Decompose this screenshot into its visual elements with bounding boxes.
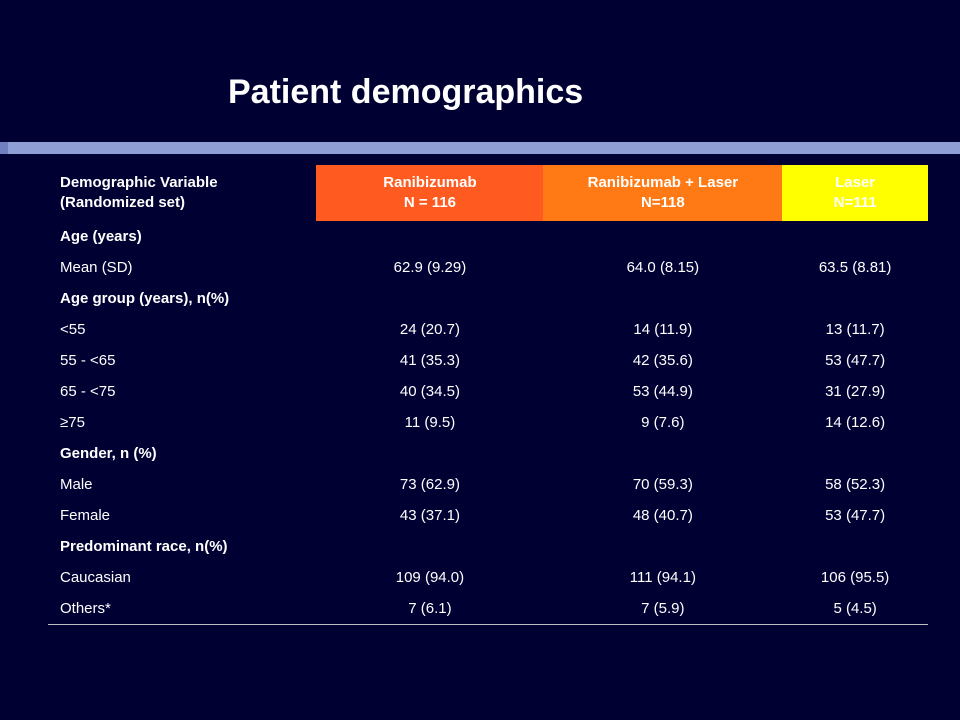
laser-value: 53 (47.7) bbox=[825, 507, 886, 524]
laser-value: 58 (52.3) bbox=[825, 476, 886, 493]
row-label: Female bbox=[60, 507, 111, 524]
table-row: Caucasian 109 (94.0) 111 (94.1) 106 (95.5) bbox=[48, 562, 928, 593]
table-section-row: Gender, n (%) bbox=[48, 438, 928, 469]
section-label: Predominant race, n(%) bbox=[60, 538, 228, 555]
section-label: Age group (years), n(%) bbox=[60, 290, 230, 307]
ranibizumab-value bbox=[316, 438, 543, 469]
table-row: 65 - <75 40 (34.5) 53 (44.9) 31 (27.9) bbox=[48, 376, 928, 407]
row-label: Others* bbox=[48, 593, 317, 625]
ranibizumab-laser-value: 48 (40.7) bbox=[632, 507, 693, 524]
ranibizumab-laser-value bbox=[543, 531, 782, 562]
table-row: 55 - <65 41 (35.3) 42 (35.6) 53 (47.7) bbox=[48, 345, 928, 376]
ranibizumab-value: 43 (37.1) bbox=[399, 507, 460, 524]
row-label: 65 - <75 bbox=[60, 383, 116, 400]
row-label: Mean (SD) bbox=[60, 259, 133, 276]
ranibizumab-value bbox=[316, 283, 543, 314]
laser-value: 106 (95.5) bbox=[820, 569, 890, 586]
ranibizumab-laser-value bbox=[543, 438, 782, 469]
ranibizumab-laser-value: 53 (44.9) bbox=[632, 383, 693, 400]
divider-notch bbox=[0, 142, 8, 154]
ranibizumab-value: 24 (20.7) bbox=[399, 321, 460, 338]
ranibizumab-value: 40 (34.5) bbox=[399, 383, 460, 400]
ranibizumab-value: 11 (9.5) bbox=[404, 414, 456, 431]
ranibizumab-laser-value bbox=[543, 283, 782, 314]
row-label: 55 - <65 bbox=[60, 352, 116, 369]
header-ranibizumab-laser: Ranibizumab + Laser N=118 bbox=[543, 165, 783, 221]
ranibizumab-laser-value: 42 (35.6) bbox=[632, 352, 693, 369]
section-label: Age (years) bbox=[60, 228, 142, 245]
row-label: Male bbox=[60, 476, 93, 493]
laser-value: 53 (47.7) bbox=[825, 352, 886, 369]
table-row: Female 43 (37.1) 48 (40.7) 53 (47.7) bbox=[48, 500, 928, 531]
ranibizumab-value: 41 (35.3) bbox=[399, 352, 460, 369]
table-section-row: Predominant race, n(%) bbox=[48, 531, 928, 562]
row-label: Caucasian bbox=[60, 569, 131, 586]
ranibizumab-laser-value: 14 (11.9) bbox=[633, 321, 693, 338]
laser-value: 14 (12.6) bbox=[825, 414, 886, 431]
table-row: <55 24 (20.7) 14 (11.9) 13 (11.7) bbox=[48, 314, 928, 345]
ranibizumab-value bbox=[316, 221, 543, 252]
table-row: ≥75 11 (9.5) 9 (7.6) 14 (12.6) bbox=[48, 407, 928, 438]
ranibizumab-value: 62.9 (9.29) bbox=[393, 259, 467, 276]
ranibizumab-laser-value: 7 (5.9) bbox=[543, 593, 783, 625]
table-row: Mean (SD) 62.9 (9.29) 64.0 (8.15) 63.5 (8.8… bbox=[48, 252, 928, 283]
table-section-row: Age group (years), n(%) bbox=[48, 283, 928, 314]
laser-value bbox=[782, 283, 928, 314]
ranibizumab-laser-value: 111 (94.1) bbox=[629, 569, 696, 586]
laser-value bbox=[782, 438, 928, 469]
laser-value: 5 (4.5) bbox=[782, 593, 928, 625]
row-label: ≥75 bbox=[60, 414, 85, 431]
laser-value bbox=[782, 531, 928, 562]
table-row: Male 73 (62.9) 70 (59.3) 58 (52.3) bbox=[48, 469, 928, 500]
ranibizumab-laser-value: 70 (59.3) bbox=[632, 476, 693, 493]
table-row: Others* 7 (6.1) 7 (5.9) 5 (4.5) bbox=[48, 593, 928, 625]
laser-value: 13 (11.7) bbox=[825, 321, 885, 338]
header-demographic-variable: Demographic Variable (Randomized set) bbox=[60, 174, 218, 211]
table-body: Age (years) Mean (SD) 62.9 (9.29) 64.0 (8.1… bbox=[48, 221, 928, 625]
ranibizumab-laser-value: 64.0 (8.15) bbox=[626, 259, 700, 276]
header-laser: Laser N=111 bbox=[782, 165, 928, 221]
header-ranibizumab: Ranibizumab N = 116 bbox=[316, 165, 544, 221]
table-section-row: Age (years) bbox=[48, 221, 928, 252]
laser-value: 63.5 (8.81) bbox=[818, 259, 892, 276]
laser-value: 31 (27.9) bbox=[825, 383, 886, 400]
section-label: Gender, n (%) bbox=[60, 445, 157, 462]
ranibizumab-laser-value: 9 (7.6) bbox=[641, 414, 685, 431]
table-header-row: Demographic Variable (Randomized set) Ra… bbox=[48, 165, 928, 221]
page-title: Patient demographics bbox=[228, 73, 584, 111]
ranibizumab-value: 109 (94.0) bbox=[395, 569, 465, 586]
ranibizumab-value: 7 (6.1) bbox=[316, 593, 544, 625]
demographics-table: Demographic Variable (Randomized set) Ra… bbox=[48, 165, 928, 625]
title-divider bbox=[0, 142, 960, 154]
ranibizumab-value: 73 (62.9) bbox=[399, 476, 460, 493]
row-label: <55 bbox=[60, 321, 86, 338]
laser-value bbox=[782, 221, 928, 252]
ranibizumab-value bbox=[316, 531, 543, 562]
ranibizumab-laser-value bbox=[543, 221, 782, 252]
